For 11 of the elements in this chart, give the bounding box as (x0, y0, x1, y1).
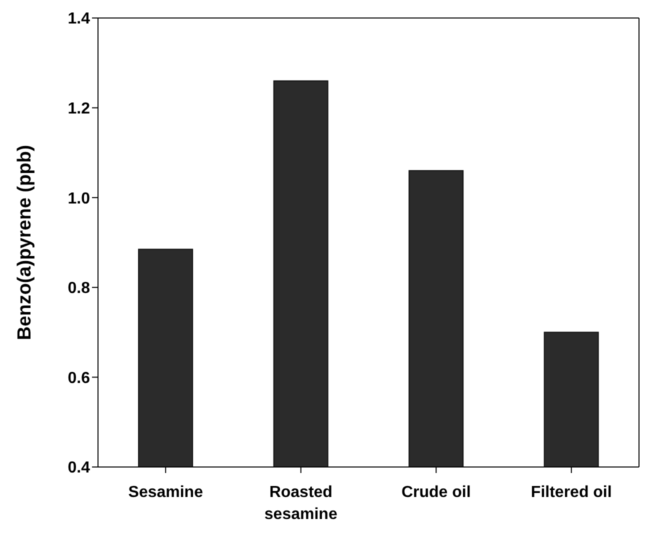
x-tick-label: Filtered oil (530, 484, 612, 501)
y-tick-label: 1.2 (68, 100, 90, 118)
x-tick-label: Crude oil (401, 484, 471, 501)
y-tick-label: 0.4 (68, 460, 90, 477)
y-tick-label: 1.0 (68, 190, 90, 208)
y-tick-label: 0.8 (68, 280, 90, 298)
x-tick-label: Roasted sesamine (264, 484, 338, 523)
y-axis-title: Benzo(a)pyrene (ppb) (14, 144, 36, 340)
x-tick-label: Sesamine (128, 484, 204, 501)
y-tick-label: 0.6 (68, 370, 90, 387)
y-tick-label: 1.4 (68, 10, 90, 28)
